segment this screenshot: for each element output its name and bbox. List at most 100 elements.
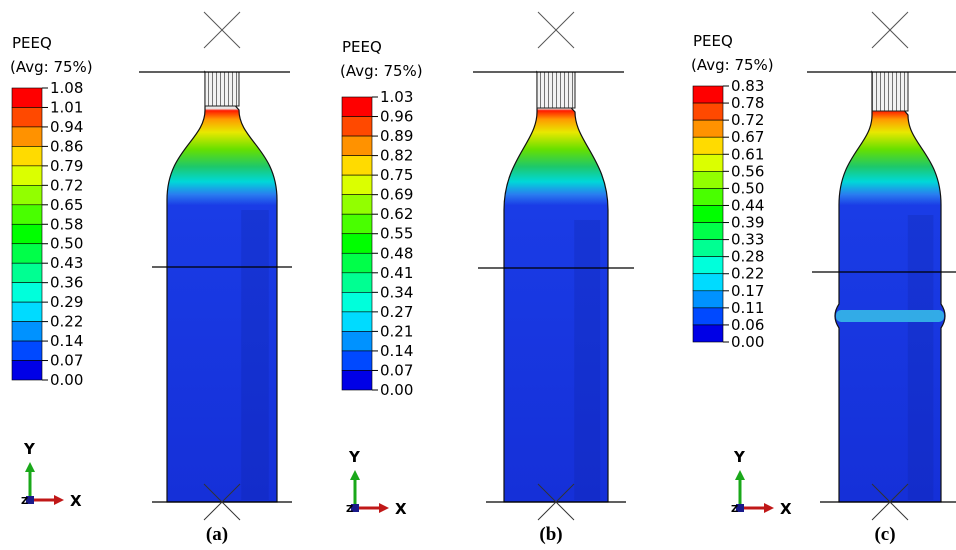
legend-band: [693, 86, 723, 103]
legend-band: [693, 154, 723, 171]
legend-label: 1.08: [50, 79, 83, 97]
legend-band: [342, 195, 372, 215]
specimen-shade: [241, 210, 269, 500]
axis-y-label: Y: [733, 448, 746, 466]
legend-band: [693, 205, 723, 222]
legend-band: [342, 312, 372, 332]
axis-x-head: [54, 495, 64, 505]
axis-y-label: Y: [348, 448, 361, 466]
legend-band: [342, 273, 372, 293]
legend-label: 0.96: [380, 108, 413, 126]
legend-band: [342, 234, 372, 254]
legend-band: [12, 185, 42, 204]
legend-band: [342, 136, 372, 156]
legend-label: 0.14: [380, 342, 413, 360]
legend-label: 0.56: [731, 162, 764, 180]
axis-y-head: [25, 462, 35, 472]
legend-band: [12, 205, 42, 224]
axis-y-head: [735, 470, 745, 480]
legend-label: 0.41: [380, 264, 413, 282]
legend-label: 0.07: [50, 352, 83, 370]
neck-band: [836, 310, 944, 322]
axis-x-label: X: [780, 500, 792, 518]
legend-label: 0.00: [731, 333, 764, 351]
legend-band: [693, 223, 723, 240]
legend-band: [12, 127, 42, 146]
legend-band: [12, 146, 42, 165]
legend-label: 0.86: [50, 137, 83, 155]
legend-subtitle: (Avg: 75%): [340, 62, 423, 80]
legend-band: [12, 244, 42, 263]
legend-band: [342, 156, 372, 176]
legend-label: 0.55: [380, 225, 413, 243]
grip: [537, 72, 575, 108]
legend-label: 0.83: [731, 77, 764, 95]
legend-label: 0.62: [380, 205, 413, 223]
legend-label: 0.58: [50, 215, 83, 233]
panel: PEEQ(Avg: 75%)0.830.780.720.670.610.560.…: [691, 12, 956, 545]
legend-label: 0.27: [380, 303, 413, 321]
legend-band: [342, 175, 372, 195]
legend-band: [342, 253, 372, 273]
caption: (c): [874, 524, 895, 545]
legend-label: 0.89: [380, 127, 413, 145]
legend-label: 0.28: [731, 248, 764, 266]
legend-band: [693, 240, 723, 257]
figure: PEEQ(Avg: 75%)1.081.010.940.860.790.720.…: [0, 0, 956, 550]
legend-band: [12, 224, 42, 243]
legend-band: [693, 137, 723, 154]
legend-band: [342, 370, 372, 390]
legend-label: 0.00: [50, 371, 83, 389]
legend-label: 0.14: [50, 332, 83, 350]
legend-label: 0.21: [380, 322, 413, 340]
axis-x-head: [764, 503, 774, 513]
legend-label: 0.43: [50, 254, 83, 272]
legend-band: [12, 341, 42, 360]
legend-label: 0.36: [50, 274, 83, 292]
legend-band: [12, 302, 42, 321]
specimen-shade: [574, 220, 600, 500]
legend-label: 0.50: [731, 179, 764, 197]
legend-label: 0.39: [731, 214, 764, 232]
grip: [872, 72, 908, 111]
axis-z-label: Z: [21, 496, 28, 507]
axis-x-label: X: [395, 500, 407, 518]
legend-label: 0.17: [731, 282, 764, 300]
legend-band: [342, 214, 372, 234]
legend-band: [12, 166, 42, 185]
legend-band: [693, 325, 723, 342]
panel: PEEQ(Avg: 75%)1.030.960.890.820.750.690.…: [340, 12, 634, 545]
legend-band: [12, 283, 42, 302]
legend-band: [693, 274, 723, 291]
legend-band: [12, 322, 42, 341]
legend-label: 0.78: [731, 94, 764, 112]
legend-band: [693, 188, 723, 205]
axis-x-head: [379, 503, 389, 513]
legend-label: 0.22: [50, 313, 83, 331]
legend-band: [693, 171, 723, 188]
legend-label: 0.65: [50, 196, 83, 214]
legend-label: 0.94: [50, 118, 83, 136]
legend-label: 0.72: [50, 176, 83, 194]
grip: [205, 72, 239, 106]
legend-label: 0.07: [380, 361, 413, 379]
legend-label: 0.50: [50, 235, 83, 253]
legend-label: 0.72: [731, 111, 764, 129]
legend-band: [342, 117, 372, 137]
axis-z-label: Z: [731, 504, 738, 515]
caption: (b): [539, 524, 562, 545]
legend-band: [12, 88, 42, 107]
legend-band: [693, 257, 723, 274]
legend-label: 0.22: [731, 265, 764, 283]
legend-band: [12, 361, 42, 380]
legend-label: 0.61: [731, 145, 764, 163]
legend-label: 0.34: [380, 283, 413, 301]
legend-label: 0.11: [731, 299, 764, 317]
legend-subtitle: (Avg: 75%): [10, 58, 93, 76]
legend-band: [342, 292, 372, 312]
legend-label: 0.00: [380, 381, 413, 399]
legend-band: [342, 331, 372, 351]
legend-label: 0.44: [731, 196, 764, 214]
legend-band: [342, 351, 372, 371]
legend-band: [12, 107, 42, 126]
